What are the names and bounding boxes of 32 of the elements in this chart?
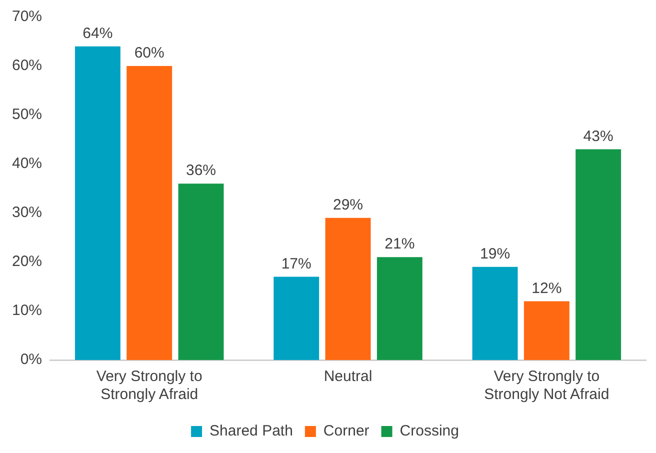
bar — [376, 257, 422, 360]
x-tick-label: Neutral — [324, 368, 372, 386]
y-tick-label: 50% — [12, 106, 42, 124]
data-label: 36% — [186, 162, 216, 180]
y-tick-label: 20% — [12, 253, 42, 270]
bar — [576, 149, 622, 360]
data-label: 43% — [583, 128, 614, 145]
x-tick-label: Very Strongly to Strongly Not Afraid — [484, 368, 610, 404]
bar — [126, 66, 172, 360]
data-label: 12% — [532, 280, 562, 297]
bar — [524, 301, 570, 360]
legend-label: Corner — [323, 422, 370, 440]
y-tick-label: 10% — [12, 302, 42, 320]
bar — [325, 218, 371, 360]
legend-label: Shared Path — [210, 422, 293, 440]
bar — [74, 46, 120, 360]
y-tick-label: 70% — [12, 8, 42, 26]
data-label: 29% — [332, 196, 364, 214]
legend-label: Crossing — [400, 422, 459, 440]
x-tick-label: Very Strongly to Strongly Afraid — [96, 368, 202, 404]
data-label: 64% — [82, 25, 113, 42]
data-label: 60% — [134, 44, 164, 62]
data-label: 17% — [281, 255, 312, 272]
bar — [274, 276, 320, 360]
y-tick-label: 30% — [12, 204, 42, 222]
data-label: 19% — [480, 246, 510, 263]
bar — [178, 184, 224, 360]
bar — [472, 266, 518, 360]
data-label: 21% — [384, 236, 415, 253]
y-tick-label: 60% — [12, 57, 42, 74]
y-tick-label: 40% — [12, 155, 42, 172]
y-tick-label: 0% — [20, 351, 42, 368]
